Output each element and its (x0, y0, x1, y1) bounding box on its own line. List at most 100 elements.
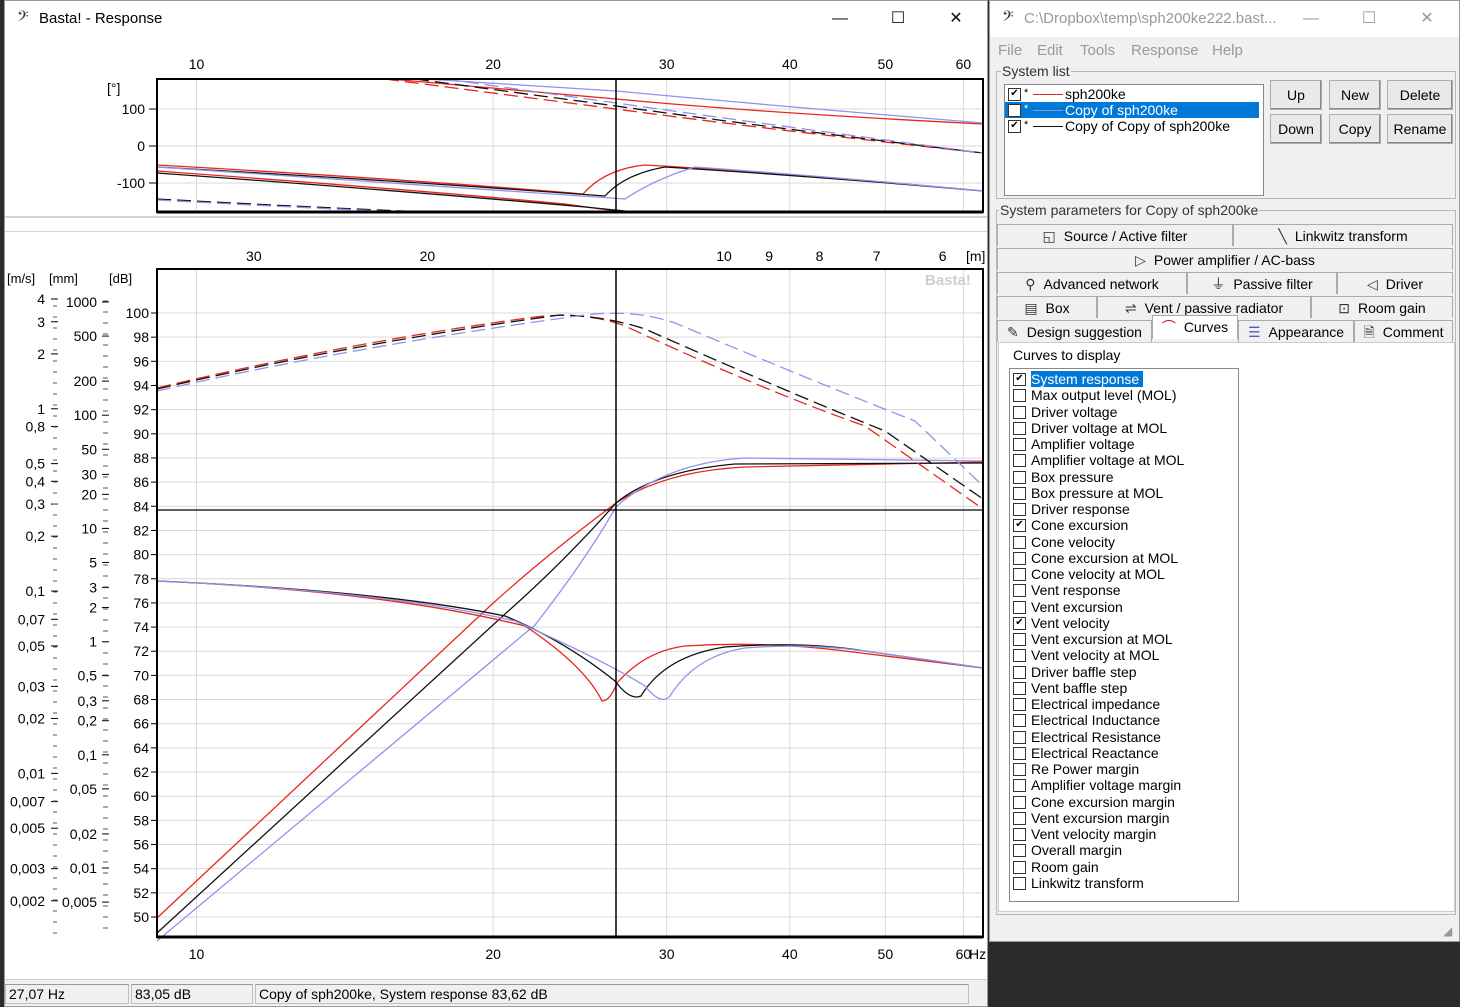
curve-option[interactable]: Cone velocity at MOL (1010, 566, 1236, 582)
menu-file[interactable]: File (998, 42, 1023, 59)
curve-option[interactable]: Box pressure (1010, 469, 1236, 485)
curve-option[interactable]: ✔ Cone excursion (1010, 517, 1236, 533)
tab-room-gain[interactable]: ⊡ Room gain (1311, 296, 1453, 318)
curve-checkbox[interactable] (1013, 584, 1026, 598)
system-list-item[interactable]: ✔ * sph200ke (1005, 86, 1259, 102)
curve-option[interactable]: Electrical Inductance (1010, 712, 1236, 728)
curve-checkbox[interactable] (1013, 454, 1026, 468)
curve-option[interactable]: Linkwitz transform (1010, 875, 1236, 891)
system-checkbox[interactable]: ✔ (1008, 88, 1021, 101)
curve-option[interactable]: Room gain (1010, 859, 1236, 875)
curve-option[interactable]: Electrical impedance (1010, 696, 1236, 712)
curve-checkbox[interactable] (1013, 795, 1026, 809)
system-checkbox[interactable]: ✔ (1008, 120, 1021, 133)
curve-checkbox[interactable] (1013, 714, 1026, 728)
curve-checkbox[interactable] (1013, 665, 1026, 679)
tab-passive-filter[interactable]: ⏚ Passive filter (1187, 272, 1337, 294)
curve-checkbox[interactable] (1013, 649, 1026, 663)
curve-option[interactable]: Driver response (1010, 501, 1236, 517)
curve-checkbox[interactable] (1013, 535, 1026, 549)
curve-checkbox[interactable] (1013, 568, 1026, 581)
tab-advanced-network[interactable]: ⚲ Advanced network (997, 272, 1187, 294)
curve-option[interactable]: Amplifier voltage at MOL (1010, 452, 1236, 468)
curve-checkbox[interactable] (1013, 633, 1026, 646)
curve-checkbox[interactable] (1013, 405, 1026, 419)
curve-option[interactable]: Vent response (1010, 582, 1236, 598)
curve-option[interactable]: Overall margin (1010, 842, 1236, 858)
curve-checkbox[interactable]: ✔ (1013, 373, 1026, 386)
curve-option[interactable]: Driver baffle step (1010, 664, 1236, 680)
tab-curves[interactable]: ⌒ Curves (1152, 315, 1238, 339)
tab-power-amp[interactable]: ▷ Power amplifier / AC-bass (997, 248, 1453, 270)
new-button[interactable]: New (1329, 80, 1381, 110)
curve-checkbox[interactable] (1013, 698, 1026, 711)
system-list-item[interactable]: ✔ * Copy of Copy of sph200ke (1005, 118, 1259, 134)
curve-checkbox[interactable] (1013, 844, 1026, 858)
curve-option[interactable]: Cone excursion at MOL (1010, 550, 1236, 566)
curve-checkbox[interactable] (1013, 746, 1026, 760)
minimize-button[interactable]: — (832, 10, 848, 27)
tab-appearance[interactable]: ☰ Appearance (1238, 320, 1354, 342)
curve-checkbox[interactable] (1013, 779, 1026, 793)
curve-option[interactable]: Electrical Resistance (1010, 729, 1236, 745)
curve-checkbox[interactable] (1013, 389, 1026, 403)
curve-option[interactable]: ✔ System response (1010, 371, 1236, 387)
tab-design-suggestion[interactable]: ✎ Design suggestion (997, 320, 1152, 342)
curve-checkbox[interactable] (1013, 876, 1026, 890)
tab-driver[interactable]: ◁ Driver (1337, 272, 1453, 294)
maximize-button[interactable]: ☐ (890, 10, 906, 27)
curve-checkbox[interactable]: ✔ (1013, 519, 1026, 533)
resize-grip-icon[interactable]: ◢ (1443, 924, 1453, 938)
close-button[interactable]: ✕ (1420, 10, 1434, 27)
curve-option[interactable]: Max output level (MOL) (1010, 387, 1236, 403)
tab-vent[interactable]: ⇌ Vent / passive radiator (1097, 296, 1311, 318)
curve-checkbox[interactable] (1013, 730, 1026, 744)
menu-tools[interactable]: Tools (1080, 42, 1116, 59)
curve-option[interactable]: ✔ Vent velocity (1010, 615, 1236, 631)
curve-option[interactable]: Vent excursion (1010, 599, 1236, 615)
phase-plot[interactable]: 10 20 30 40 50 60 [°] 100 0 -100 (5, 39, 987, 219)
curve-checkbox[interactable] (1013, 421, 1026, 435)
curve-option[interactable]: Driver voltage (1010, 404, 1236, 420)
menu-help[interactable]: Help (1212, 42, 1243, 59)
curve-checkbox[interactable]: ✔ (1013, 616, 1026, 630)
curve-option[interactable]: Amplifier voltage (1010, 436, 1236, 452)
curve-option[interactable]: Box pressure at MOL (1010, 485, 1236, 501)
system-list[interactable]: ✔ * sph200ke ✔ * Copy of sph200ke ✔ * Copy of Co… (1004, 84, 1264, 196)
response-plot[interactable]: Basta! 30 20 10 9 8 7 6 [m] [m/s] [mm] [dB] 10… (5, 231, 987, 981)
curve-checkbox[interactable] (1013, 860, 1026, 874)
curve-checkbox[interactable] (1013, 811, 1026, 825)
up-button[interactable]: Up (1270, 80, 1322, 110)
tab-source[interactable]: ◱ Source / Active filter (997, 224, 1233, 246)
curve-option[interactable]: Vent velocity at MOL (1010, 647, 1236, 663)
minimize-button[interactable]: — (1303, 10, 1319, 27)
system-checkbox[interactable]: ✔ (1008, 104, 1021, 117)
curve-option[interactable]: Vent velocity margin (1010, 826, 1236, 842)
curves-list[interactable]: ✔ System response Max output level (MOL) Dr… (1009, 368, 1239, 902)
copy-button[interactable]: Copy (1329, 114, 1381, 144)
curve-option[interactable]: Cone velocity (1010, 534, 1236, 550)
tab-box[interactable]: ▤ Box (997, 296, 1097, 318)
tab-comment[interactable]: 🗎 Comment (1354, 320, 1453, 342)
curve-checkbox[interactable] (1013, 600, 1026, 614)
curve-option[interactable]: Vent excursion at MOL (1010, 631, 1236, 647)
close-button[interactable]: ✕ (949, 10, 963, 27)
system-list-item[interactable]: ✔ * Copy of sph200ke (1005, 102, 1259, 118)
curve-checkbox[interactable] (1013, 486, 1026, 500)
tab-linkwitz[interactable]: ╲ Linkwitz transform (1233, 224, 1453, 246)
menu-response[interactable]: Response (1131, 42, 1199, 59)
curve-option[interactable]: Cone excursion margin (1010, 794, 1236, 810)
delete-button[interactable]: Delete (1387, 80, 1453, 110)
curve-checkbox[interactable] (1013, 763, 1026, 776)
curve-checkbox[interactable] (1013, 681, 1026, 695)
down-button[interactable]: Down (1270, 114, 1322, 144)
rename-button[interactable]: Rename (1387, 114, 1453, 144)
curve-checkbox[interactable] (1013, 438, 1026, 451)
curve-option[interactable]: Driver voltage at MOL (1010, 420, 1236, 436)
maximize-button[interactable]: ☐ (1361, 10, 1377, 27)
curve-checkbox[interactable] (1013, 503, 1026, 516)
curve-option[interactable]: Vent baffle step (1010, 680, 1236, 696)
curve-option[interactable]: Amplifier voltage margin (1010, 777, 1236, 793)
curve-option[interactable]: Re Power margin (1010, 761, 1236, 777)
curve-checkbox[interactable] (1013, 470, 1026, 484)
